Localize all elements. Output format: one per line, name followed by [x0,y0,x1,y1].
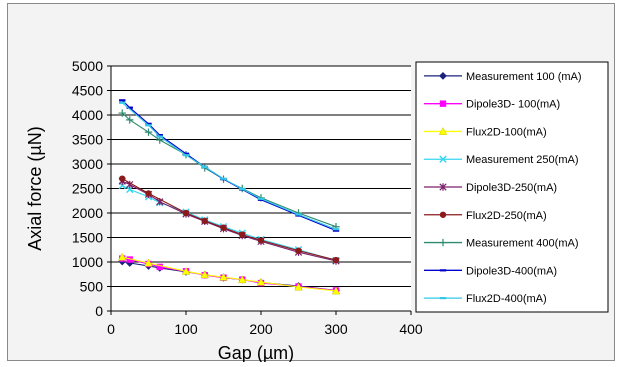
y-tick-label: 4000 [72,107,103,123]
data-point [439,183,447,191]
y-tick-label: 2500 [72,181,103,197]
y-tick-label: 0 [95,303,103,319]
legend: Measurement 100 (mA) Dipole3D- 100(mA) Flu… [415,61,609,313]
data-point [144,258,153,267]
data-point [181,266,191,275]
series-line [121,102,337,230]
data-point [439,238,447,247]
data-point [439,71,447,80]
legend-entry: Flux2D-100(mA) [424,126,547,138]
legend-label: Dipole3D-400(mA) [466,265,557,277]
data-point [118,109,126,117]
data-point [295,247,302,254]
series-9 [119,101,340,231]
data-point [201,217,208,225]
data-point [219,272,228,281]
x-tick-label: 100 [174,321,198,337]
data-point [126,256,133,263]
legend-label: Dipole3D- 100(mA) [466,99,560,111]
y-tick-label: 3500 [72,132,103,148]
chart-frame: 0 500 1000 1500 2000 2500 3000 3500 4000 4500 5000… [7,3,615,362]
legend-entry: Flux2D-400(mA) [424,293,547,305]
legend-label: Dipole3D-250(mA) [466,182,557,194]
series-6 [119,175,340,264]
legend-entry: Flux2D-250(mA) [424,210,547,222]
y-axis-title: Axial force (µN) [25,126,45,250]
data-point [119,175,126,182]
y-tick-label: 1000 [72,254,103,270]
data-point [257,237,265,244]
legend-entry: Dipole3D-250(mA) [424,182,557,194]
legend-entry: Measurement 400(mA) [424,238,579,250]
data-point [144,128,153,136]
legend-entry: Dipole3D-400(mA) [424,265,557,277]
data-point [332,256,340,264]
legend-entry: Measurement 250(mA) [424,154,579,166]
legend-label: Flux2D-250(mA) [466,210,547,222]
data-point [256,277,266,286]
y-tick-label: 4500 [72,83,103,99]
series-3 [118,252,341,295]
data-point [126,116,134,124]
legend-entry: Dipole3D- 100(mA) [424,99,560,111]
legend-label: Measurement 400(mA) [466,238,579,250]
data-point [145,190,152,197]
data-point [156,263,163,271]
data-point [126,180,134,189]
data-point [182,209,190,217]
legend-label: Measurement 100 (mA) [466,71,582,83]
legend-entry: Measurement 100 (mA) [424,71,582,83]
data-point [220,224,227,231]
x-tick-label: 400 [399,321,423,337]
data-point [238,275,247,284]
x-tick-label: 0 [107,321,115,337]
data-point [439,211,447,218]
data-point [439,155,447,163]
legend-label: Measurement 250(mA) [466,154,579,166]
data-point [438,127,448,135]
legend-label: Flux2D-400(mA) [466,293,547,305]
data-point [239,231,246,238]
chart: 0500100015002000250030003500400045005000… [25,58,609,362]
y-tick-label: 2000 [72,205,103,221]
data-point [118,252,127,261]
data-point [200,270,209,279]
data-point [331,286,341,295]
x-tick-label: 300 [324,321,348,337]
y-tick-label: 1500 [72,230,103,246]
legend-label: Flux2D-100(mA) [466,126,547,138]
y-tick-label: 500 [80,279,104,295]
x-tick-label: 200 [249,321,273,337]
data-point [439,100,447,107]
y-tick-label: 3000 [72,156,103,172]
y-tick-label: 5000 [72,58,103,74]
axes: 0500100015002000250030003500400045005000… [25,58,423,362]
series-group [118,99,341,295]
x-axis-title: Gap (µm) [218,343,294,362]
data-point [294,282,303,291]
